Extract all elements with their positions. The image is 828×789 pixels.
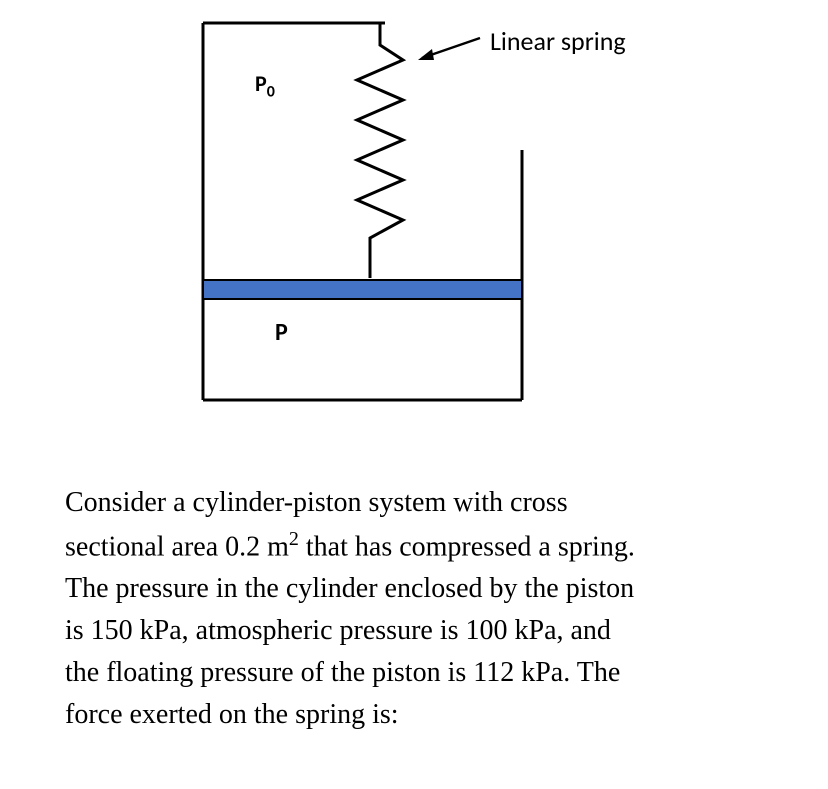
- p0-label: P0: [255, 70, 275, 101]
- q-line1: Consider a cylinder-piston system with c…: [65, 487, 568, 518]
- q-line2a: sectional area 0.2 m: [65, 531, 289, 562]
- p-label: P: [275, 318, 288, 347]
- spring-label: Linear spring: [490, 25, 626, 57]
- q-line5: the floating pressure of the piston is 1…: [65, 657, 620, 688]
- p0-sub: 0: [267, 82, 275, 101]
- q-line2b: that has compressed a spring.: [299, 531, 635, 562]
- q-line6: force exerted on the spring is:: [65, 699, 399, 730]
- q-line3: The pressure in the cylinder enclosed by…: [65, 573, 634, 604]
- question-text: Consider a cylinder-piston system with c…: [65, 482, 770, 736]
- p0-main: P: [255, 70, 267, 97]
- q-sup: 2: [289, 528, 299, 550]
- q-line4: is 150 kPa, atmospheric pressure is 100 …: [65, 615, 611, 646]
